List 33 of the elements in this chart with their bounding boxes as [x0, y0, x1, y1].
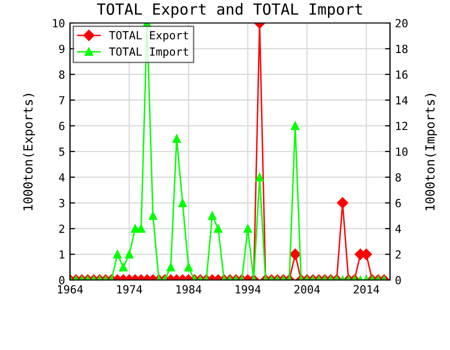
x-tick-label: 1974	[117, 285, 142, 294]
legend-label: TOTAL Export	[109, 31, 188, 42]
y2-tick-label: 6	[396, 198, 401, 208]
y2-tick-label: 18	[396, 44, 408, 54]
y2-tick-label: 8	[396, 173, 401, 182]
y-tick-label: 7	[59, 96, 64, 104]
y2-tick-label: 0	[396, 276, 401, 284]
y2-tick-label: 16	[396, 70, 408, 79]
y-tick-label: 2	[59, 224, 64, 233]
y-tick-label: 9	[59, 44, 64, 54]
y2-tick-label: 12	[396, 122, 408, 130]
y-tick-label: 4	[59, 173, 65, 182]
y-tick-label: 3	[59, 198, 64, 208]
x-tick-label: 2004	[294, 285, 320, 294]
y2-tick-label: 20	[396, 19, 408, 28]
x-tick-label: 2014	[354, 285, 380, 294]
legend-label: TOTAL Import	[109, 47, 188, 58]
y-tick-label: 10	[53, 19, 64, 28]
y2-tick-label: 4	[395, 224, 402, 233]
chart-title: TOTAL Export and TOTAL Import	[96, 3, 362, 18]
y-tick-label: 6	[59, 122, 64, 130]
y-tick-label: 1	[60, 250, 64, 259]
y2-axis-title: 1000ton(Imports)	[424, 94, 438, 210]
y2-tick-label: 10	[396, 148, 408, 156]
x-tick-label: 1964	[58, 285, 83, 294]
x-tick-label: 1994	[236, 285, 261, 294]
x-tick-label: 1984	[176, 285, 202, 294]
y2-tick-label: 14	[396, 96, 408, 104]
y-axis-title: 1000ton(Exports)	[23, 94, 36, 210]
y-tick-label: 8	[59, 70, 64, 79]
y2-tick-label: 2	[396, 250, 401, 259]
y-tick-label: 5	[59, 148, 64, 156]
y-tick-label: 0	[59, 276, 64, 284]
